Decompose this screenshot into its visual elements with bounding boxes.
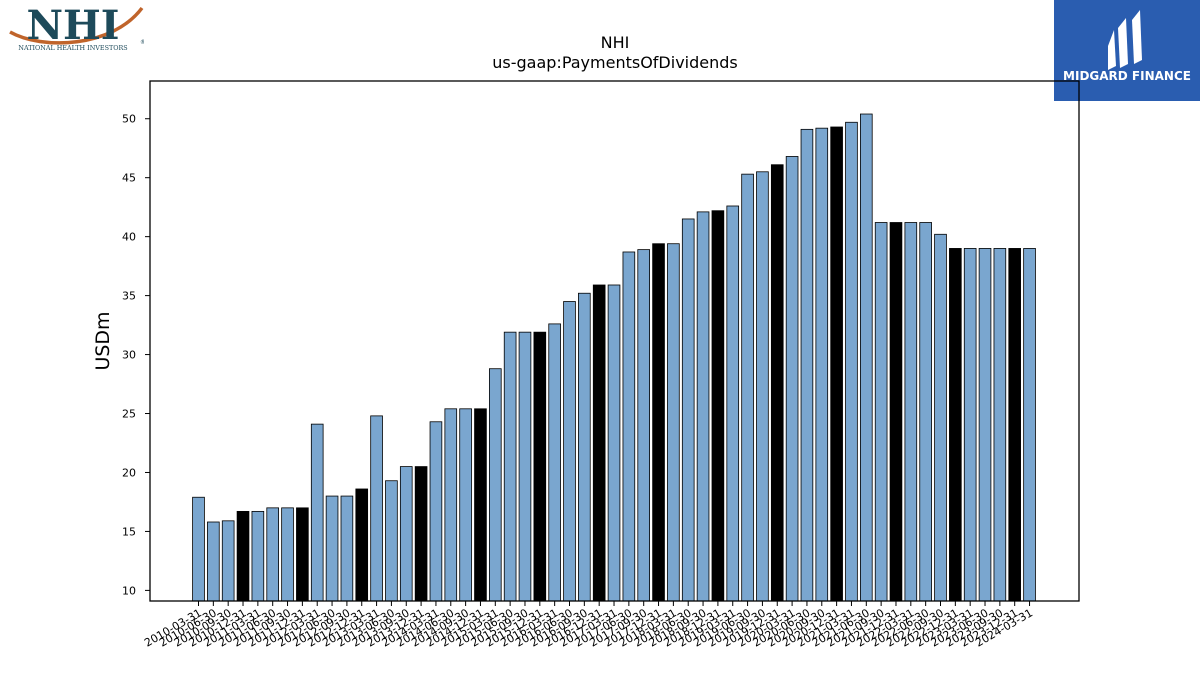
y-axis: 10 15 20 25 30 35 40 45 50: [122, 113, 150, 597]
bar-2015-06-30: [503, 331, 517, 602]
logo-emblem-right: [1132, 10, 1142, 64]
bar-2023-06-30: [978, 248, 992, 602]
bar-2011-03-31: [251, 510, 265, 602]
bar-2024-03-31: [1023, 248, 1036, 602]
bar-2016-03-31: [548, 323, 561, 602]
bar-2010-06-30: [207, 521, 220, 602]
bar-2023-12-31: [1008, 248, 1021, 602]
bar-2022-03-31: [904, 222, 918, 602]
midgard-finance-logo: MIDGARD FINANCE: [1054, 0, 1200, 101]
bar-2019-06-30: [741, 173, 754, 602]
bar-2016-06-30: [563, 301, 576, 602]
y-tick-label: 30: [122, 349, 136, 362]
bar-2020-06-30: [800, 128, 814, 602]
bar-2013-06-30: [385, 480, 398, 602]
bar-2018-09-30: [696, 211, 710, 602]
bar-2021-06-30: [860, 113, 873, 602]
logo-company-name: NATIONAL HEALTH INVESTORS: [18, 44, 127, 52]
bar-2013-09-30: [399, 466, 413, 602]
bar-2010-03-31: [192, 496, 205, 602]
bar-2021-12-31: [889, 222, 903, 602]
bar-2022-06-30: [919, 222, 932, 602]
bar-2012-09-30: [340, 495, 354, 602]
y-tick-label: 45: [122, 172, 136, 185]
bar-2020-09-30: [815, 127, 829, 602]
bar-2023-09-30: [993, 248, 1007, 602]
bar-2019-12-31: [770, 164, 784, 602]
y-tick-label: 15: [122, 525, 136, 538]
bar-2016-12-31: [592, 284, 606, 602]
y-tick-label: 25: [122, 408, 136, 421]
y-tick-label: 40: [122, 231, 136, 244]
bar-2021-03-31: [845, 121, 858, 602]
bar-2017-09-30: [637, 249, 650, 602]
nhi-logo-graphic: NHI ® NATIONAL HEALTH INVESTORS: [9, 2, 146, 52]
logo-swoosh: [9, 6, 144, 45]
bar-2017-06-30: [622, 251, 636, 602]
bar-2014-09-30: [459, 408, 472, 602]
logo-letters: NHI: [26, 2, 119, 49]
bar-2018-03-31: [667, 243, 680, 602]
midgard-logo-graphic: MIDGARD FINANCE: [1063, 10, 1191, 83]
y-axis-label: USDm: [92, 311, 114, 370]
y-tick-label: 35: [122, 290, 136, 303]
bar-2023-03-31: [963, 248, 977, 602]
nhi-logo: NHI ® NATIONAL HEALTH INVESTORS: [2, 2, 146, 54]
bar-2014-06-30: [444, 408, 458, 602]
chart-subtitle: us-gaap:PaymentsOfDividends: [492, 53, 737, 72]
bar-2013-03-31: [370, 415, 383, 602]
y-tick-label: 20: [122, 466, 136, 479]
bar-2017-03-31: [607, 284, 621, 602]
bar-2013-12-31: [414, 466, 428, 602]
y-tick-label: 50: [122, 113, 136, 126]
bar-series: [192, 113, 1036, 602]
logo-text: MIDGARD FINANCE: [1063, 69, 1191, 83]
chart-title: NHI: [601, 33, 630, 52]
bar-2015-12-31: [533, 331, 547, 602]
bar-2021-09-30: [874, 222, 888, 602]
bar-2016-09-30: [578, 292, 591, 602]
bar-2015-03-31: [488, 368, 502, 602]
bar-2015-09-30: [518, 331, 532, 602]
bar-2018-12-31: [711, 210, 725, 602]
logo-emblem-left: [1108, 30, 1116, 70]
bar-2010-09-30: [221, 520, 235, 602]
bar-2022-09-30: [934, 233, 947, 602]
bar-2022-12-31: [949, 248, 962, 602]
bar-2011-09-30: [281, 507, 294, 602]
x-axis: 2010-03-312010-06-302010-09-302010-12-31…: [142, 601, 1035, 650]
bar-2012-06-30: [325, 495, 339, 602]
bar-2020-03-31: [785, 156, 799, 602]
bar-2011-12-31: [296, 507, 309, 602]
bar-2014-03-31: [429, 421, 443, 602]
bar-2020-12-31: [830, 126, 843, 602]
bar-2019-03-31: [726, 205, 740, 602]
bar-2010-12-31: [236, 510, 250, 602]
bar-2017-12-31: [652, 243, 665, 602]
logo-registered-mark: ®: [140, 39, 144, 46]
bar-2019-09-30: [756, 171, 769, 602]
bar-2014-12-31: [474, 408, 487, 602]
logo-emblem-mid: [1118, 18, 1128, 68]
y-tick-label: 10: [122, 584, 136, 597]
bar-2018-06-30: [681, 218, 695, 602]
plot-frame: [149, 80, 1080, 602]
bar-2012-12-31: [355, 488, 369, 602]
bar-2011-06-30: [266, 507, 279, 602]
bar-2012-03-31: [310, 423, 324, 602]
